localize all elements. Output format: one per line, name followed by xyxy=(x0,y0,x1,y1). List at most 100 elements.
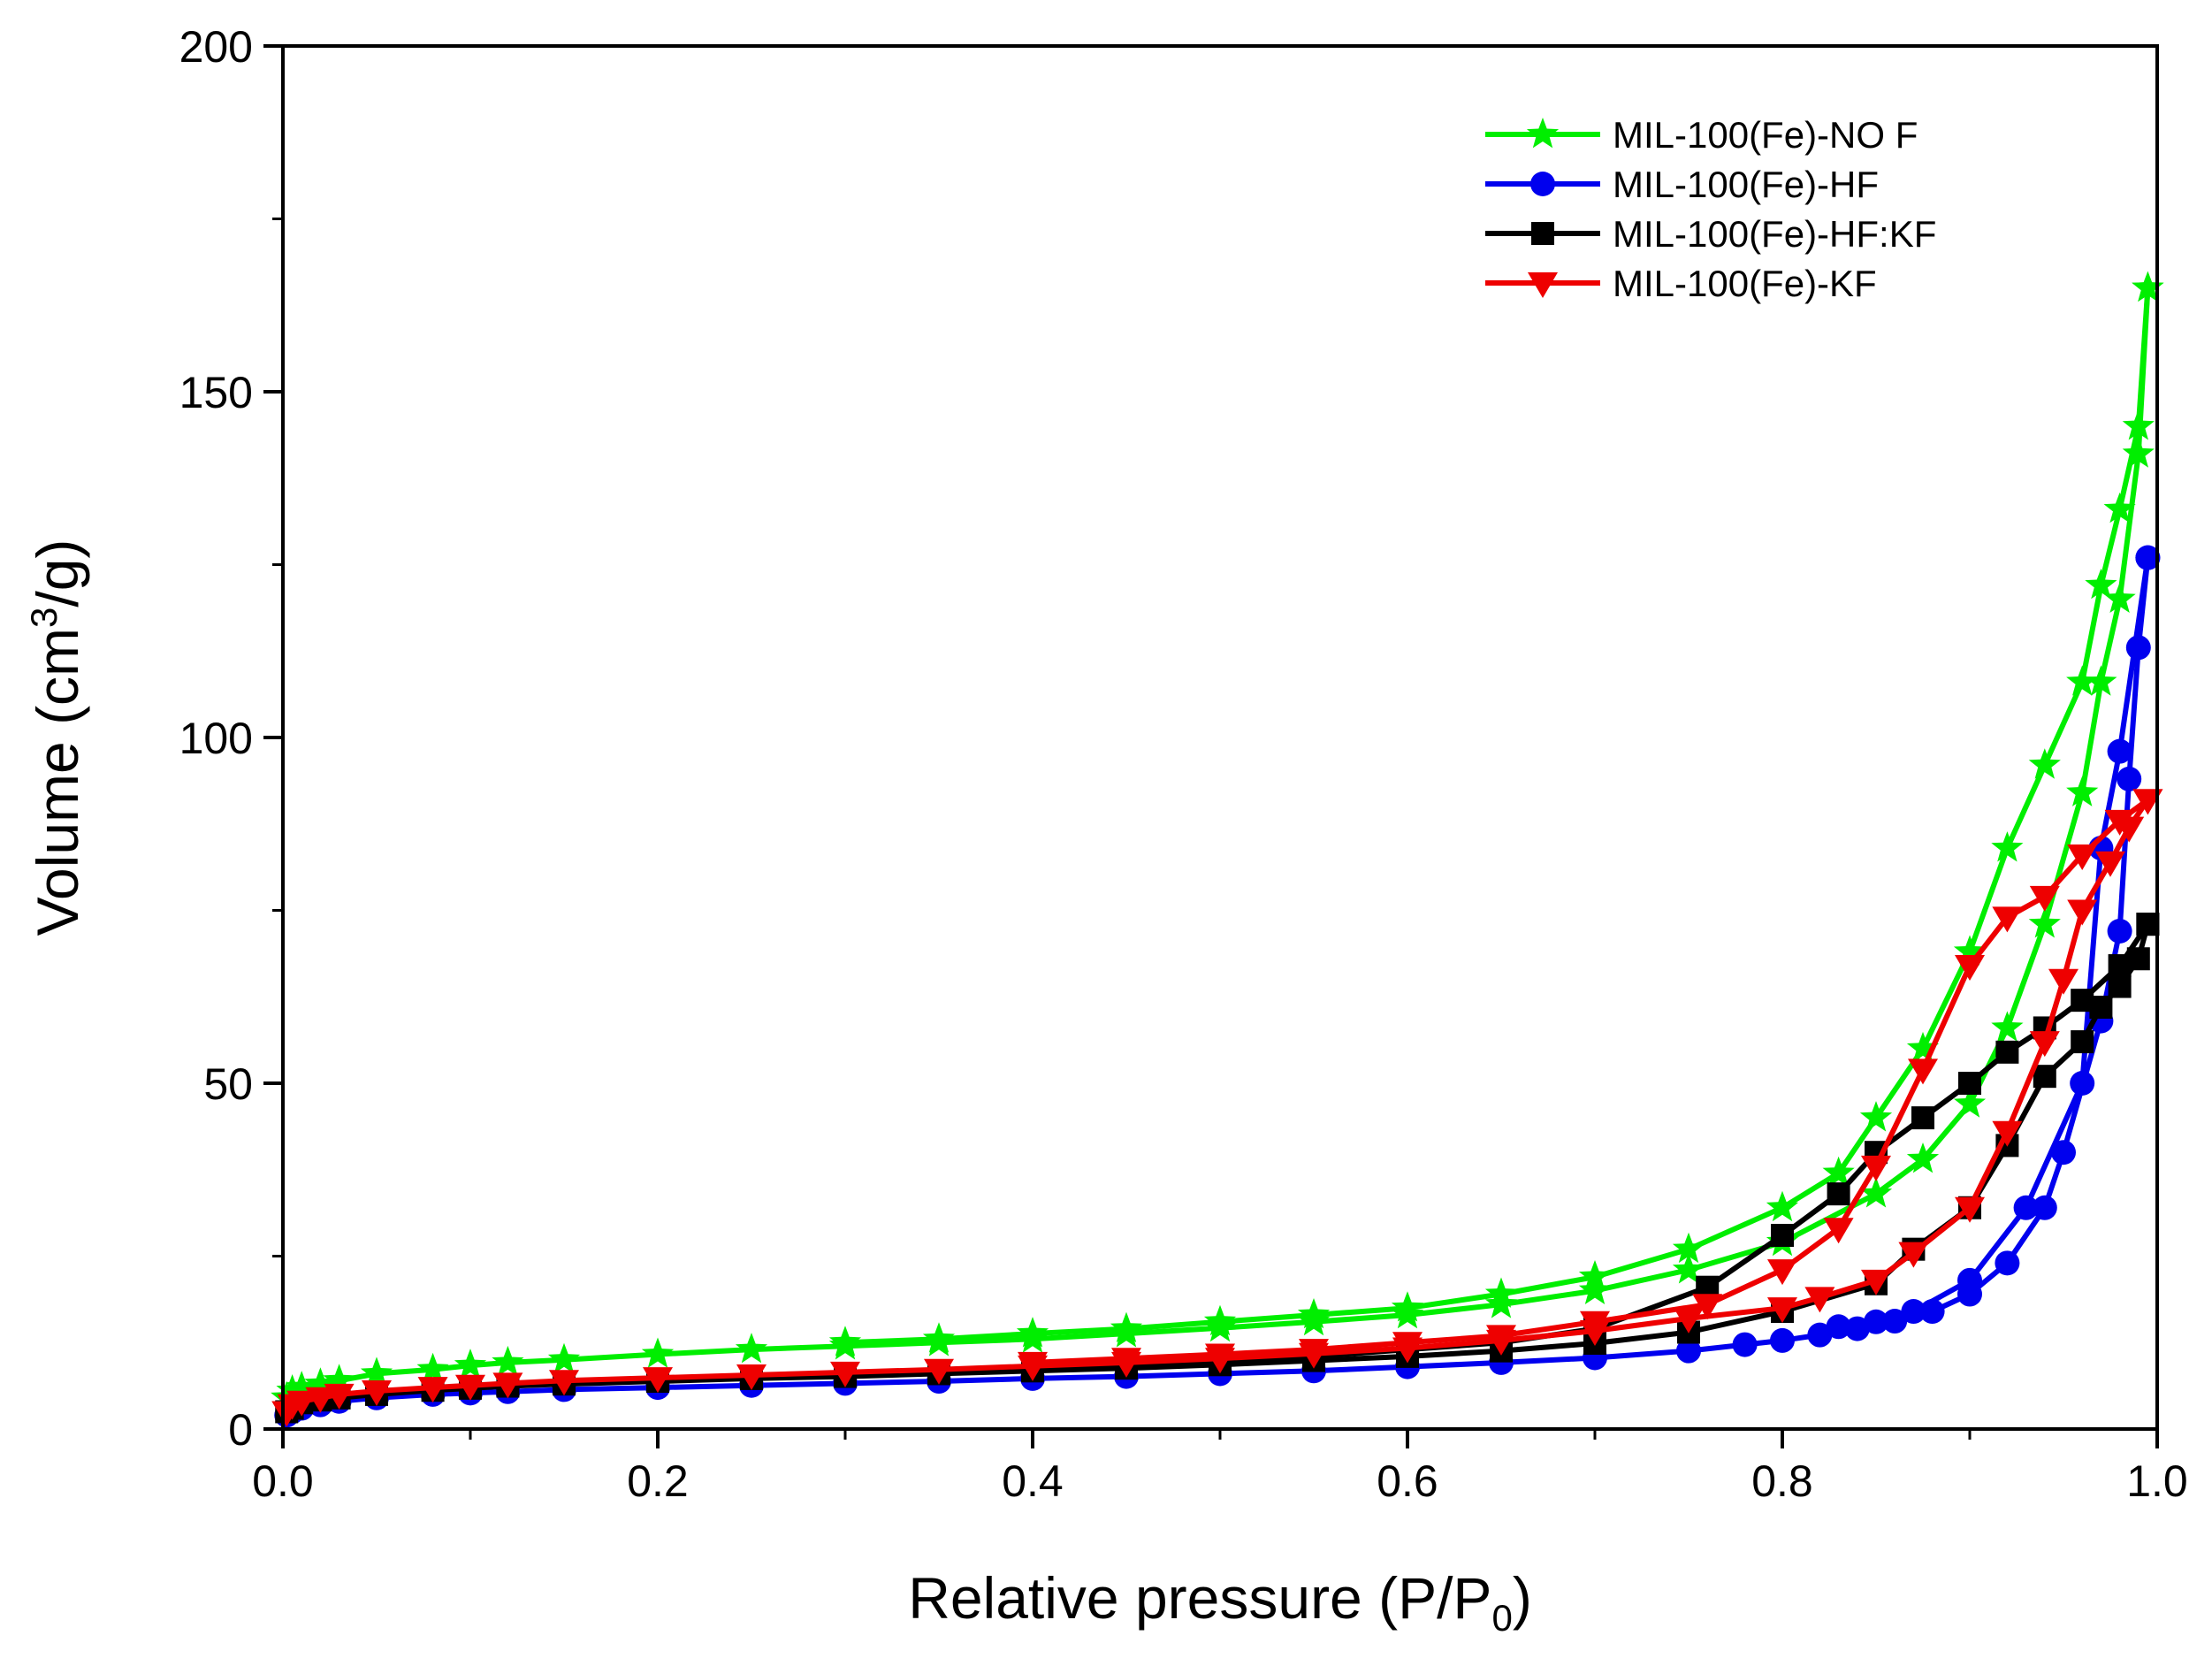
data-point xyxy=(1484,1277,1518,1308)
data-point xyxy=(2066,776,2099,806)
data-point xyxy=(1767,1259,1797,1286)
data-point xyxy=(1827,1182,1850,1206)
data-point xyxy=(641,1337,675,1368)
data-point xyxy=(2108,974,2132,998)
y-axis-title-tail: /g) xyxy=(25,539,90,608)
data-point xyxy=(455,1374,485,1401)
data-point xyxy=(1486,1325,1516,1351)
data-point xyxy=(1676,1338,1701,1364)
legend: MIL-100(Fe)-NO F MIL-100(Fe)-HF MIL-100(Fe… xyxy=(1485,114,1936,304)
data-point xyxy=(2085,569,2117,600)
data-point xyxy=(1861,1269,1891,1295)
data-point xyxy=(305,1387,336,1413)
data-point xyxy=(1804,1287,1835,1313)
legend-item: MIL-100(Fe)-HF xyxy=(1485,164,1879,205)
y-tick-label: 100 xyxy=(179,714,253,763)
data-point xyxy=(1578,1273,1612,1304)
data-point xyxy=(2029,885,2060,912)
data-point xyxy=(1203,1304,1237,1336)
data-point xyxy=(2085,665,2117,696)
data-point xyxy=(324,1383,355,1410)
data-point xyxy=(286,1390,317,1417)
legend-marker xyxy=(1528,272,1558,298)
data-point xyxy=(1901,1299,1926,1325)
data-point xyxy=(2104,809,2135,836)
data-point xyxy=(643,1367,673,1394)
legend-label: MIL-100(Fe)-NO F xyxy=(1613,114,1918,156)
data-point xyxy=(304,1367,337,1398)
data-point xyxy=(2095,851,2125,877)
x-axis-title-subscript: 0 xyxy=(1491,1597,1512,1639)
data-point xyxy=(1906,1143,1940,1173)
data-point xyxy=(1861,1155,1891,1181)
data-point xyxy=(2103,492,2136,523)
series-line-desorption xyxy=(844,287,2151,1346)
data-point xyxy=(492,1372,523,1399)
data-point xyxy=(2071,1030,2094,1054)
data-point xyxy=(1692,1294,1723,1320)
data-point xyxy=(2048,968,2079,995)
data-point xyxy=(2107,918,2132,944)
data-point xyxy=(828,1326,862,1356)
data-point xyxy=(1110,1311,1143,1342)
y-tick-label: 50 xyxy=(203,1059,253,1109)
data-point xyxy=(549,1370,579,1396)
data-point xyxy=(830,1361,860,1387)
data-point xyxy=(1672,1253,1705,1284)
data-point xyxy=(1826,1314,1851,1340)
data-point xyxy=(1770,1327,1795,1353)
y-tick-label: 200 xyxy=(179,22,253,72)
data-point xyxy=(1898,1242,1929,1268)
data-point xyxy=(2122,437,2155,468)
y-axis-title-superscript: 3 xyxy=(23,608,65,628)
ticks-layer: 0.0 0.2 0.4 0.6 0.8 1.0 0 50 100 150 200 xyxy=(179,22,2188,1506)
data-point xyxy=(2029,1031,2060,1058)
data-point xyxy=(1674,1307,1704,1334)
data-point xyxy=(1018,1351,1048,1378)
data-point xyxy=(323,1364,355,1395)
data-point xyxy=(1992,906,2023,933)
legend-marker xyxy=(1526,118,1560,149)
data-point xyxy=(1822,1156,1855,1187)
data-point xyxy=(2107,738,2132,764)
data-point xyxy=(2108,954,2132,978)
legend-item: MIL-100(Fe)-HF:KF xyxy=(1485,213,1936,255)
data-point xyxy=(2117,766,2142,791)
data-point xyxy=(1864,1309,1888,1334)
data-point xyxy=(922,1322,956,1353)
x-axis-title-tail: ) xyxy=(1513,1565,1532,1631)
data-point xyxy=(1771,1224,1794,1248)
data-point xyxy=(1882,1309,1908,1334)
series-layer xyxy=(271,271,2164,1428)
data-point xyxy=(547,1342,581,1374)
data-point xyxy=(1844,1316,1870,1341)
data-point xyxy=(2125,635,2151,661)
data-point xyxy=(2066,665,2099,696)
data-point xyxy=(1807,1322,1833,1348)
data-point xyxy=(1484,1288,1518,1318)
data-point xyxy=(1297,1298,1331,1329)
data-point xyxy=(2103,582,2136,613)
x-axis-title-main: Relative pressure (P/P xyxy=(908,1565,1491,1631)
x-tick-label: 0.8 xyxy=(1751,1456,1813,1506)
data-point xyxy=(416,1352,449,1384)
data-point xyxy=(2071,989,2094,1013)
data-point xyxy=(2033,1065,2056,1089)
data-point xyxy=(1859,1177,1893,1208)
data-point xyxy=(1906,1031,1940,1063)
data-point xyxy=(454,1349,487,1379)
data-point xyxy=(1958,1072,1981,1095)
data-point xyxy=(1955,1196,1985,1223)
legend-item: MIL-100(Fe)-NO F xyxy=(1485,114,1918,156)
data-point xyxy=(1111,1348,1141,1374)
data-point xyxy=(1953,1087,1987,1118)
x-tick-label: 0.4 xyxy=(1002,1456,1064,1506)
data-point xyxy=(2051,1140,2076,1165)
legend-marker xyxy=(1530,172,1555,196)
data-point xyxy=(1859,1101,1893,1132)
x-tick-label: 0.2 xyxy=(627,1456,689,1506)
data-point xyxy=(286,1371,318,1402)
y-tick-label: 0 xyxy=(228,1405,253,1455)
y-axis-title: Volume (cm3/g) xyxy=(23,539,90,936)
